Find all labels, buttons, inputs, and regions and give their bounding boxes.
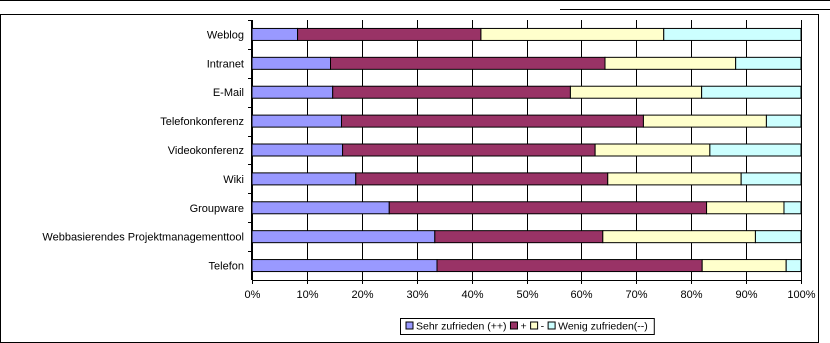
x-tick-label: 0% [245,289,261,301]
x-tick-label: 70% [625,289,647,301]
legend-label: Sehr zufrieden (++) [416,321,506,333]
bar-segment [332,85,571,99]
bar-segment [706,201,785,215]
bar-segment [701,259,787,273]
bar-segment [594,143,711,157]
bar-segment [251,85,334,99]
category-label: Groupware [190,203,244,215]
bar-segment [607,172,742,186]
bar-segment [783,201,802,215]
category-label: Intranet [207,58,244,70]
category-labels: Weblog Intranet E-Mail Telefonkonferenz Vide… [42,20,252,273]
bar-segment [330,56,606,70]
bar-segment [735,56,802,70]
legend-swatch [405,321,414,330]
stacked-bars [251,27,802,273]
bar-segment [251,143,344,157]
x-tick-label: 10% [296,289,318,301]
bar-segment [251,114,342,128]
x-axis-ticks: 0% 10% 20% 30% 40% 50% 60% 70% 80% 90% 100% [245,280,816,301]
bar-segment [251,201,390,215]
bar-segment [251,259,438,273]
bar-segment [436,259,703,273]
bar-segment [663,27,802,41]
x-tick-label: 30% [406,289,428,301]
bar-segment [701,85,802,99]
legend-label: + [520,321,526,333]
category-label: Telefon [209,261,244,273]
legend-box: Sehr zufrieden (++) + - Wenig zufrieden(--) [400,318,655,335]
bar-segment [251,27,299,41]
legend-label: - [541,321,545,333]
x-tick-label: 100% [787,289,815,301]
legend: Sehr zufrieden (++) + - Wenig zufrieden(--) [400,318,655,335]
bar-segment [709,143,802,157]
category-label: Wiki [223,174,244,186]
bar-segment [340,114,644,128]
x-tick-label: 40% [461,289,483,301]
legend-swatch [547,321,556,330]
legend-frame [400,318,655,335]
category-label: Weblog [207,29,244,41]
category-label: Webbasierendes Projektmanagementtool [42,232,244,244]
category-label: Telefonkonferenz [160,116,244,128]
bar-segment [569,85,703,99]
bar-segment [480,27,665,41]
bar-segment [251,56,332,70]
bar-segment [604,56,737,70]
category-label: E-Mail [213,87,244,99]
bar-segment [765,114,802,128]
bar-segment [434,230,604,244]
bar-segment [388,201,708,215]
bar-segment [251,230,436,244]
x-tick-label: 80% [680,289,702,301]
x-tick-label: 90% [735,289,757,301]
legend-label: Wenig zufrieden(--) [558,321,648,333]
bar-segment [785,259,802,273]
category-label: Videokonferenz [168,145,244,157]
legend-swatch [509,321,518,330]
bar-segment [740,172,802,186]
bar-segment [754,230,802,244]
bar-segment [355,172,609,186]
x-tick-label: 60% [570,289,592,301]
bar-segment [297,27,482,41]
x-tick-label: 50% [516,289,538,301]
bar-segment [251,172,357,186]
legend-swatch [530,321,539,330]
bar-segment [602,230,756,244]
bar-segment [642,114,767,128]
x-tick-label: 20% [351,289,373,301]
bar-segment [342,143,596,157]
